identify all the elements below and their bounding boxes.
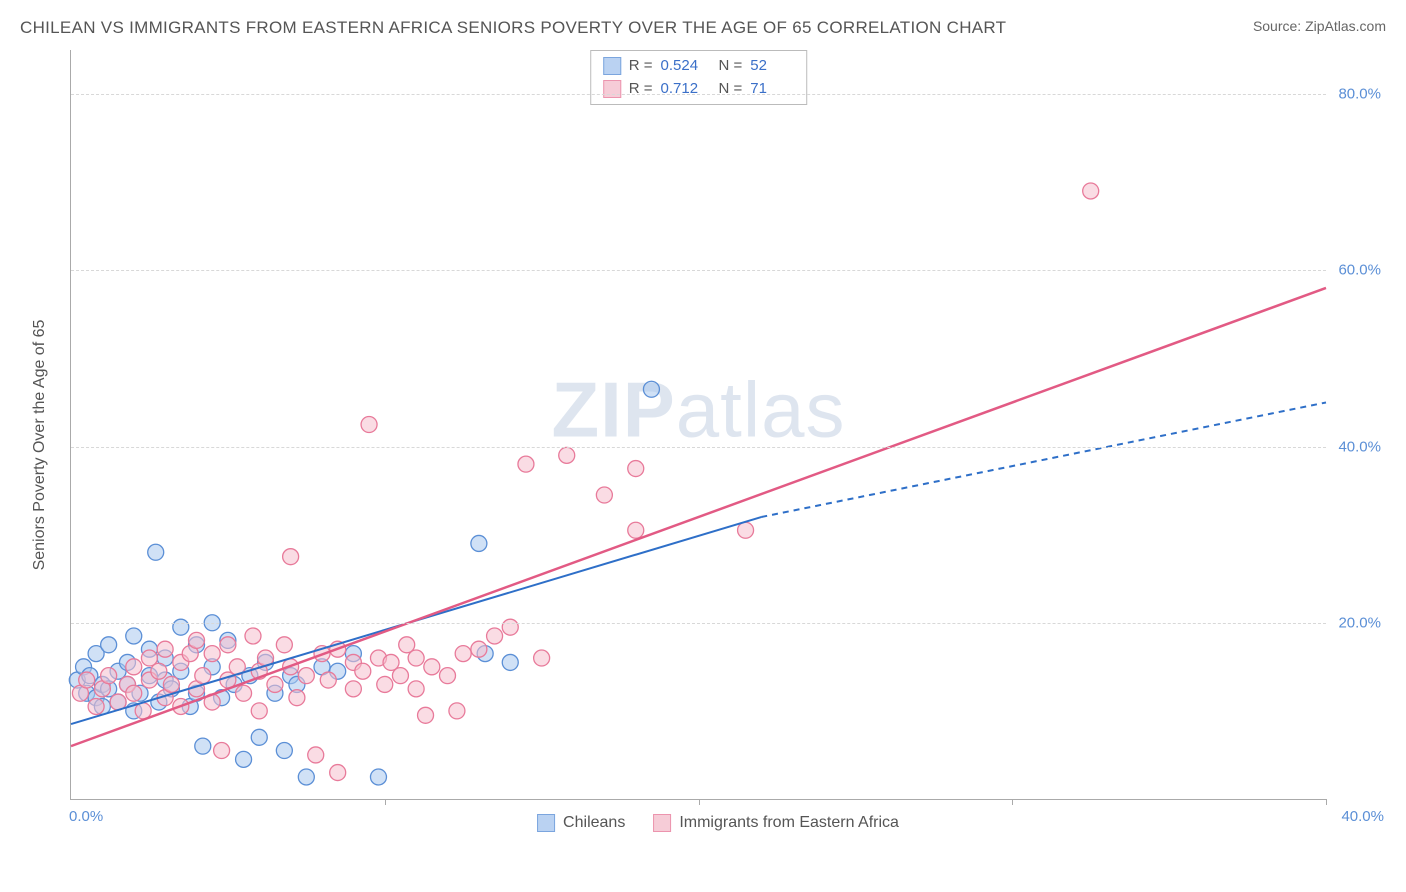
y-axis-label: Seniors Poverty Over the Age of 65 <box>31 320 49 571</box>
data-point <box>126 628 142 644</box>
data-point <box>236 751 252 767</box>
y-tick-label: 20.0% <box>1338 614 1381 631</box>
n-label: N = <box>719 78 743 101</box>
data-point <box>361 417 377 433</box>
data-point <box>518 456 534 472</box>
regression-line-dashed <box>761 402 1326 517</box>
data-point <box>320 672 336 688</box>
data-point <box>251 729 267 745</box>
data-point <box>392 668 408 684</box>
data-point <box>408 650 424 666</box>
data-point <box>204 646 220 662</box>
legend-swatch <box>603 80 621 98</box>
data-point <box>628 522 644 538</box>
chart-svg <box>71 50 1326 799</box>
data-point <box>738 522 754 538</box>
data-point <box>267 676 283 692</box>
data-point <box>126 659 142 675</box>
y-tick-label: 80.0% <box>1338 86 1381 103</box>
data-point <box>455 646 471 662</box>
data-point <box>163 676 179 692</box>
data-point <box>628 461 644 477</box>
chart-box: ZIPatlas R =0.524N =52R =0.712N =71 20.0… <box>70 50 1326 800</box>
x-tick-label: 0.0% <box>69 808 103 825</box>
data-point <box>195 738 211 754</box>
data-point <box>596 487 612 503</box>
stats-legend: R = 0.524 N = 52 R = 0.712 N = 71 <box>590 50 808 105</box>
source-label: Source: ZipAtlas.com <box>1253 18 1386 34</box>
data-point <box>408 681 424 697</box>
data-point <box>449 703 465 719</box>
legend-swatch <box>653 814 671 832</box>
data-point <box>377 676 393 692</box>
chart-title: CHILEAN VS IMMIGRANTS FROM EASTERN AFRIC… <box>20 18 1006 38</box>
data-point <box>88 698 104 714</box>
data-point <box>101 668 117 684</box>
n-label: N = <box>719 55 743 78</box>
chart-header: CHILEAN VS IMMIGRANTS FROM EASTERN AFRIC… <box>20 18 1386 38</box>
data-point <box>101 637 117 653</box>
data-point <box>276 743 292 759</box>
chart-container: CHILEAN VS IMMIGRANTS FROM EASTERN AFRIC… <box>0 0 1406 892</box>
y-tick-label: 60.0% <box>1338 262 1381 279</box>
legend-swatch <box>537 814 555 832</box>
data-point <box>151 663 167 679</box>
data-point <box>276 637 292 653</box>
data-point <box>79 672 95 688</box>
data-point <box>148 544 164 560</box>
data-point <box>195 668 211 684</box>
data-point <box>643 381 659 397</box>
data-point <box>236 685 252 701</box>
stats-row: R = 0.524 N = 52 <box>603 55 795 78</box>
data-point <box>355 663 371 679</box>
data-point <box>502 654 518 670</box>
data-point <box>220 637 236 653</box>
data-point <box>214 743 230 759</box>
data-point <box>283 549 299 565</box>
legend-swatch <box>603 57 621 75</box>
data-point <box>440 668 456 684</box>
data-point <box>245 628 261 644</box>
data-point <box>502 619 518 635</box>
data-point <box>298 769 314 785</box>
r-label: R = <box>629 78 653 101</box>
data-point <box>487 628 503 644</box>
data-point <box>424 659 440 675</box>
data-point <box>559 447 575 463</box>
data-point <box>157 641 173 657</box>
plot-area: Seniors Poverty Over the Age of 65 ZIPat… <box>50 50 1386 840</box>
r-value: 0.712 <box>661 78 705 101</box>
data-point <box>534 650 550 666</box>
data-point <box>370 769 386 785</box>
stats-row: R = 0.712 N = 71 <box>603 78 795 101</box>
r-label: R = <box>629 55 653 78</box>
y-tick-label: 40.0% <box>1338 438 1381 455</box>
data-point <box>345 681 361 697</box>
n-value: 71 <box>750 78 794 101</box>
data-point <box>251 703 267 719</box>
legend-label: Immigrants from Eastern Africa <box>679 814 899 832</box>
x-tick-label: 40.0% <box>1341 808 1384 825</box>
legend-label: Chileans <box>563 814 625 832</box>
data-point <box>418 707 434 723</box>
data-point <box>126 685 142 701</box>
bottom-legend: Chileans Immigrants from Eastern Africa <box>537 814 899 832</box>
data-point <box>330 765 346 781</box>
data-point <box>1083 183 1099 199</box>
legend-item: Chileans <box>537 814 625 832</box>
data-point <box>173 619 189 635</box>
r-value: 0.524 <box>661 55 705 78</box>
data-point <box>289 690 305 706</box>
data-point <box>189 632 205 648</box>
legend-item: Immigrants from Eastern Africa <box>653 814 899 832</box>
n-value: 52 <box>750 55 794 78</box>
data-point <box>471 535 487 551</box>
data-point <box>308 747 324 763</box>
data-point <box>471 641 487 657</box>
regression-line <box>71 288 1326 746</box>
data-point <box>298 668 314 684</box>
